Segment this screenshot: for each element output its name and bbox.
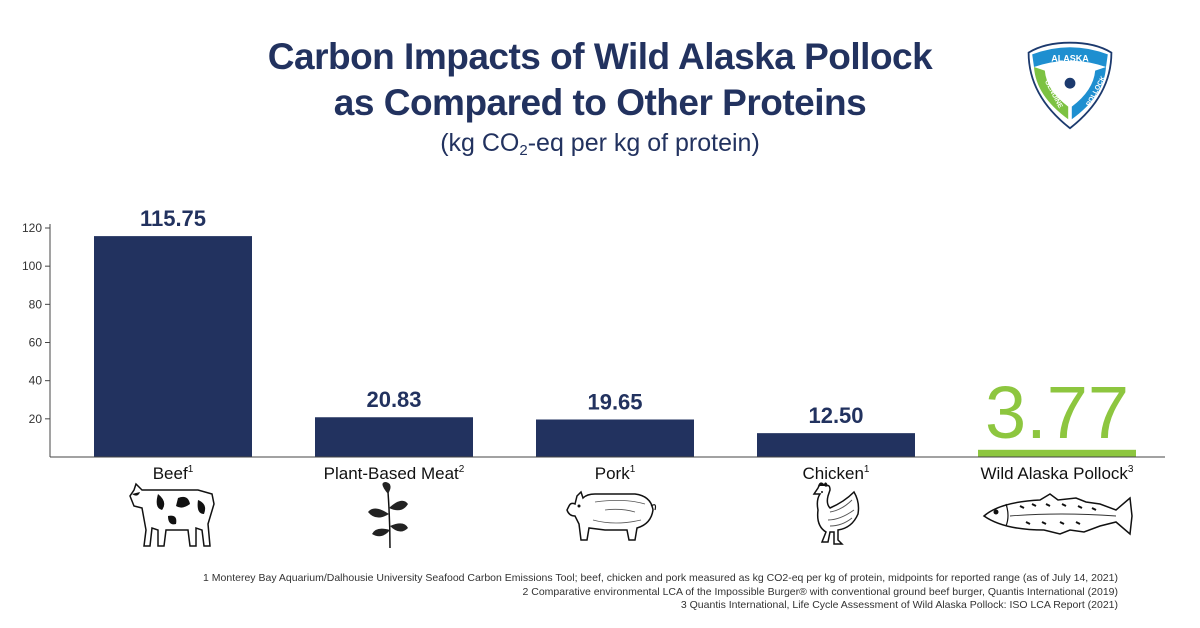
title-block: Carbon Impacts of Wild Alaska Pollock as…: [0, 34, 1200, 166]
chart-subtitle: (kg CO2-eq per kg of protein): [0, 128, 1200, 166]
y-tick-label: 60: [29, 336, 43, 350]
y-tick-label: 20: [29, 412, 43, 426]
logo-left-band: [1034, 67, 1069, 120]
logo-right-band: [1071, 67, 1106, 120]
category-footnote-mark: 1: [188, 464, 194, 475]
bar-value-label: 115.75: [140, 206, 206, 231]
footnote-1: 1 Monterey Bay Aquarium/Dalhousie Univer…: [203, 572, 1118, 584]
y-tick-label: 100: [22, 259, 42, 273]
y-tick-label: 80: [29, 297, 43, 311]
category-footnote-mark: 2: [459, 464, 465, 475]
category-footnote-mark: 3: [1128, 464, 1134, 475]
plant-icon: [368, 482, 408, 549]
bar: [978, 449, 1136, 457]
chart-title-line2: as Compared to Other Proteins: [333, 82, 867, 123]
category-label: Beef1: [153, 464, 194, 480]
footnote-2: 2 Comparative environmental LCA of the I…: [522, 585, 1119, 598]
pig-icon: [566, 490, 657, 541]
category-label: Plant-Based Meat2: [324, 464, 465, 480]
category-footnote-mark: 1: [630, 464, 636, 475]
subtitle-pre: (kg CO: [440, 129, 520, 157]
category-label: Chicken1: [803, 464, 870, 480]
bar-value-label: 3.77: [985, 371, 1129, 454]
category-label: Pork1: [595, 464, 636, 480]
footnote-3: 3 Quantis International, Life Cycle Asse…: [680, 599, 1118, 611]
pollock-fish-icon: [982, 493, 1133, 536]
bar: [315, 417, 473, 457]
chart-title-line1: Carbon Impacts of Wild Alaska Pollock: [267, 36, 933, 77]
category-footnote-mark: 1: [864, 464, 870, 475]
bars-group: 115.75 20.83 19.65 12.50 3.77: [94, 206, 1136, 457]
bar: [536, 419, 694, 457]
y-axis: 20 40 60 80 100 120: [22, 221, 51, 457]
x-axis: Beef1 Plant-Based Meat2 Pork1 Chicken1 Wild …: [50, 456, 1165, 480]
logo-top-band: [1032, 47, 1108, 67]
cow-icon: [129, 482, 215, 547]
chicken-icon: [812, 482, 860, 545]
footnotes: 1 Monterey Bay Aquarium/Dalhousie Univer…: [203, 572, 1118, 613]
category-label: Wild Alaska Pollock3: [981, 464, 1134, 480]
y-tick-label: 40: [29, 374, 43, 388]
subtitle-sub: 2: [519, 142, 528, 159]
y-tick-label: 120: [22, 221, 42, 235]
logo-center-dot: [1064, 77, 1076, 89]
bar-value-label: 12.50: [808, 403, 863, 428]
bar-value-label: 19.65: [587, 390, 642, 415]
logo-top-text: ALASKA: [1051, 54, 1089, 64]
bar-value-label: 20.83: [366, 387, 421, 412]
bar: [757, 433, 915, 457]
genuine-alaska-pollock-logo: ALASKA GENUINE POLLOCK: [1027, 41, 1113, 130]
bar: [94, 236, 252, 457]
subtitle-post: -eq per kg of protein): [527, 129, 760, 157]
